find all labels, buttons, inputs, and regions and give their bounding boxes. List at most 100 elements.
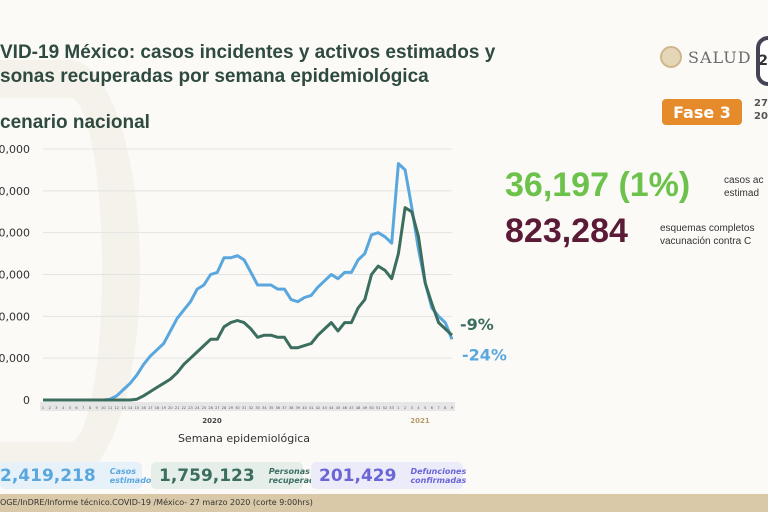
x-tick-label: 17 bbox=[148, 406, 152, 410]
x-tick-label: 39 bbox=[296, 406, 300, 410]
x-tick-label: 4 bbox=[62, 406, 65, 410]
x-tick-label: 13 bbox=[121, 406, 125, 410]
series-end-label: -24% bbox=[462, 345, 507, 364]
stat-estimated-cases: 2,419,218 Casos estimados bbox=[0, 462, 156, 489]
x-tick-label: 22 bbox=[182, 406, 186, 410]
x-tick-label: 7 bbox=[82, 406, 84, 410]
x-tick-label: 7 bbox=[437, 406, 439, 410]
y-tick-label: 0,000 bbox=[0, 143, 30, 156]
x-tick-label: 16 bbox=[141, 406, 145, 410]
x-tick-label: 49 bbox=[363, 406, 367, 410]
x-tick-label: 42 bbox=[316, 406, 320, 410]
x-tick-label: 45 bbox=[336, 406, 340, 410]
x-tick-label: 31 bbox=[242, 406, 246, 410]
x-tick-label: 41 bbox=[309, 406, 313, 410]
y-tick-label: 0,000 bbox=[0, 269, 30, 282]
x-tick-label: 53 bbox=[389, 406, 393, 410]
page-title: VID-19 México: casos incidentes y activo… bbox=[0, 42, 496, 63]
x-tick-label: 36 bbox=[275, 406, 279, 410]
stat-deaths: 201,429 Defunciones confirmadas bbox=[311, 462, 467, 489]
x-tick-label: 12 bbox=[115, 406, 119, 410]
x-tick-label: 43 bbox=[322, 406, 326, 410]
x-tick-label: 26 bbox=[208, 406, 212, 410]
x-tick-label: 5 bbox=[424, 406, 426, 410]
x-tick-label: 15 bbox=[135, 406, 139, 410]
x-tick-label: 44 bbox=[329, 406, 334, 410]
x-tick-label: 3 bbox=[411, 406, 413, 410]
x-tick-label: 2 bbox=[404, 406, 406, 410]
vaccination-label2: vacunación contra C bbox=[660, 236, 752, 247]
active-cases-value: 36,197 (1%) bbox=[505, 166, 691, 204]
x-tick-label: 14 bbox=[128, 406, 133, 410]
y-tick-label: 0,000 bbox=[0, 310, 30, 323]
emblem-text: 2 bbox=[758, 53, 768, 69]
x-axis-label: Semana epidemiológica bbox=[178, 432, 310, 445]
x-tick-label: 28 bbox=[222, 406, 226, 410]
stat-label: Personas recuperadas bbox=[268, 466, 325, 485]
year-label-2021: 2021 bbox=[410, 417, 430, 425]
x-tick-label: 51 bbox=[376, 406, 380, 410]
x-tick-label: 25 bbox=[202, 406, 206, 410]
x-tick-label: 9 bbox=[451, 406, 453, 410]
stat-value: 1,759,123 bbox=[159, 465, 255, 486]
salud-logo: SALUD bbox=[660, 46, 752, 68]
x-tick-label: 2 bbox=[49, 406, 51, 410]
series-line-active bbox=[43, 206, 454, 402]
x-tick-label: 1 bbox=[397, 406, 399, 410]
emblem-logo: 2 bbox=[756, 36, 768, 86]
salud-text: SALUD bbox=[688, 47, 752, 67]
x-tick-label: 30 bbox=[235, 406, 239, 410]
x-tick-label: 19 bbox=[161, 406, 165, 410]
x-tick-label: 37 bbox=[282, 406, 286, 410]
x-tick-label: 38 bbox=[289, 406, 293, 410]
y-tick-label: 0 bbox=[23, 394, 30, 407]
x-tick-label: 10 bbox=[101, 406, 105, 410]
x-tick-label: 27 bbox=[215, 406, 219, 410]
x-tick-label: 8 bbox=[89, 406, 91, 410]
x-tick-label: 34 bbox=[262, 406, 267, 410]
footer-source: OGE/InDRE/Informe técnico.COVID-19 /Méxi… bbox=[0, 494, 768, 512]
x-tick-label: 18 bbox=[155, 406, 159, 410]
page-title-line2: sonas recuperadas por semana epidemiológ… bbox=[0, 66, 429, 87]
x-tick-label: 9 bbox=[96, 406, 98, 410]
x-tick-label: 21 bbox=[175, 406, 179, 410]
x-tick-label: 8 bbox=[444, 406, 446, 410]
vaccination-label: esquemas completos bbox=[660, 223, 755, 234]
x-tick-label: 47 bbox=[349, 406, 353, 410]
date-line2: 20 bbox=[754, 111, 768, 122]
y-tick-label: 0,000 bbox=[0, 352, 30, 365]
x-tick-label: 1 bbox=[42, 406, 44, 410]
stat-value: 2,419,218 bbox=[0, 465, 96, 486]
y-tick-label: 0,000 bbox=[0, 185, 30, 198]
date-line1: 27 bbox=[754, 98, 768, 109]
x-tick-label: 3 bbox=[55, 406, 57, 410]
x-tick-label: 20 bbox=[168, 406, 172, 410]
x-tick-label: 6 bbox=[75, 406, 77, 410]
y-tick-label: 0,000 bbox=[0, 227, 30, 240]
x-tick-label: 33 bbox=[255, 406, 259, 410]
x-tick-label: 24 bbox=[195, 406, 200, 410]
active-cases-label2: estimad bbox=[724, 188, 760, 199]
stat-recovered: 1,759,123 Personas recuperadas bbox=[151, 462, 325, 489]
x-axis-band bbox=[40, 402, 455, 411]
x-tick-label: 23 bbox=[188, 406, 192, 410]
stat-value: 201,429 bbox=[319, 465, 397, 486]
x-tick-label: 4 bbox=[417, 406, 420, 410]
x-tick-label: 48 bbox=[356, 406, 360, 410]
x-tick-label: 35 bbox=[269, 406, 273, 410]
year-label-2020: 2020 bbox=[202, 417, 222, 425]
phase-badge: Fase 3 bbox=[662, 99, 742, 125]
series-line-incident bbox=[43, 162, 454, 402]
x-tick-label: 29 bbox=[229, 406, 233, 410]
x-tick-label: 11 bbox=[108, 406, 112, 410]
vaccination-value: 823,284 bbox=[505, 212, 628, 250]
stat-label: Defunciones confirmadas bbox=[410, 466, 467, 485]
mexico-seal-icon bbox=[660, 46, 682, 68]
x-tick-label: 46 bbox=[342, 406, 346, 410]
x-tick-label: 6 bbox=[431, 406, 433, 410]
active-cases-label: casos ac bbox=[724, 175, 764, 186]
x-tick-label: 40 bbox=[302, 406, 306, 410]
x-tick-label: 32 bbox=[249, 406, 253, 410]
page-subtitle: cenario nacional bbox=[0, 112, 150, 133]
